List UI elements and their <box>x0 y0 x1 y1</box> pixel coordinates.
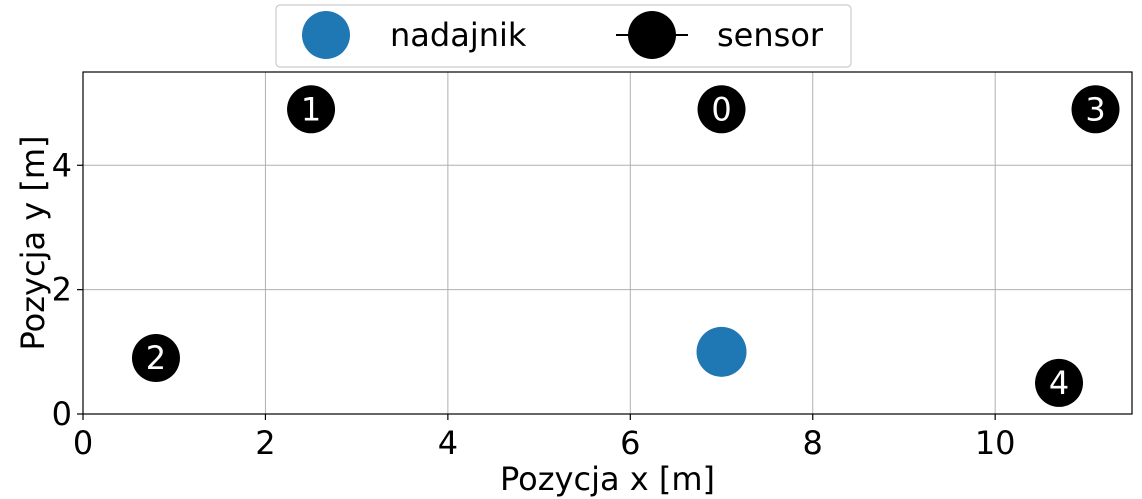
x-axis-label: Pozycja x [m] <box>500 460 715 498</box>
legend: nadajnik sensor <box>275 4 852 68</box>
y-tick-label: 2 <box>52 271 72 309</box>
legend-box <box>275 4 852 68</box>
legend-marker-nadajnik <box>302 11 350 59</box>
legend-label-sensor: sensor <box>717 16 824 54</box>
sensor-point <box>131 334 180 383</box>
y-tick-label: 4 <box>52 146 72 184</box>
x-tick-label: 0 <box>73 424 93 462</box>
sensor-point-label: 0 <box>711 90 731 128</box>
x-tick-label: 10 <box>975 424 1016 462</box>
legend-label-nadajnik: nadajnik <box>390 16 527 54</box>
grid <box>82 72 1132 415</box>
sensor-point <box>697 85 746 134</box>
x-tick-label: 6 <box>620 424 640 462</box>
legend-marker-sensor <box>628 11 676 59</box>
sensor-point-label: 4 <box>1049 364 1069 402</box>
y-axis-label: Pozycja y [m] <box>14 136 52 351</box>
x-tick-label: 4 <box>438 424 458 462</box>
axis-ticks: 0 2 4 6 8 10 0 2 4 <box>52 146 1016 462</box>
sensor-point <box>1071 85 1120 134</box>
nadajnik-point <box>696 326 747 377</box>
sensor-point-label: 1 <box>301 90 321 128</box>
data-points: 0 1 2 3 4 <box>131 85 1120 407</box>
sensor-point <box>1035 358 1084 407</box>
sensor-point-label: 2 <box>146 339 166 377</box>
y-tick-label: 0 <box>52 395 72 433</box>
x-tick-label: 8 <box>803 424 823 462</box>
plot-frame <box>82 71 1133 415</box>
sensor-point-label: 3 <box>1085 90 1105 128</box>
x-tick-label: 2 <box>255 424 275 462</box>
sensor-point <box>287 85 336 134</box>
